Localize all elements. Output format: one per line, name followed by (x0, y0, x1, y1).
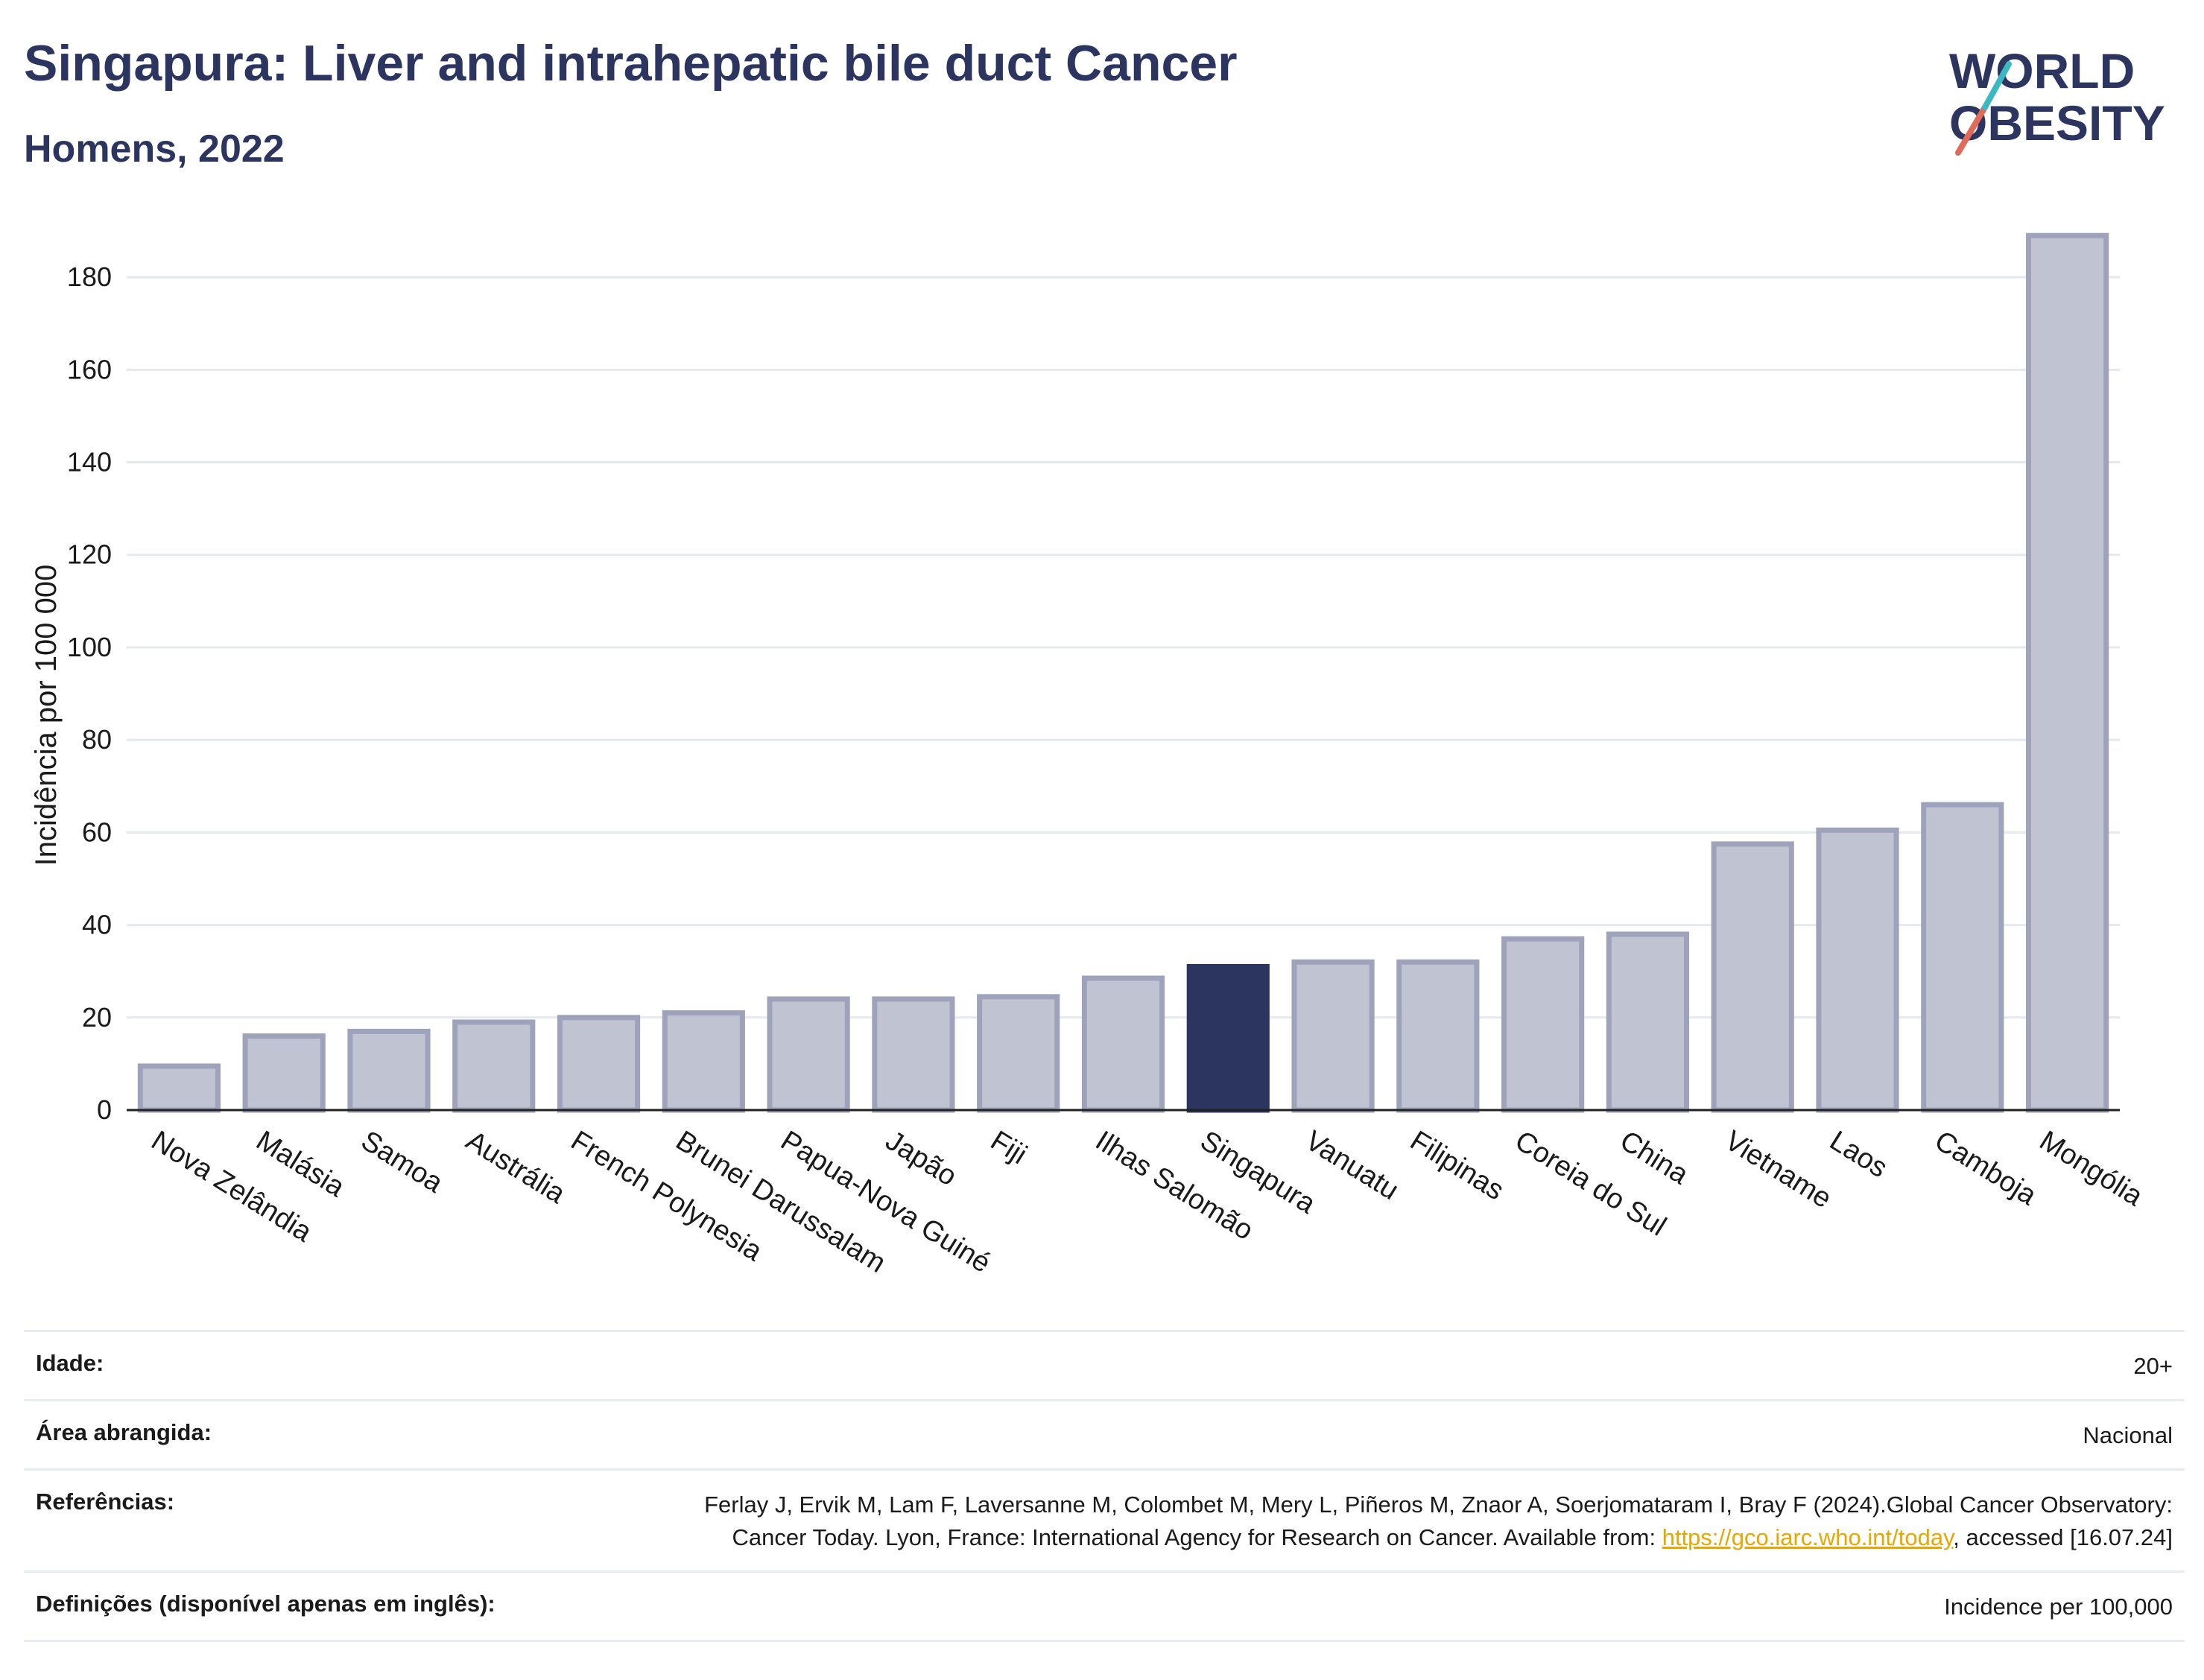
meta-row-age: Idade: 20+ (24, 1330, 2185, 1399)
x-tick-label: French Polynesia (566, 1125, 768, 1268)
y-tick-label: 60 (82, 817, 112, 847)
references-link[interactable]: https://gco.iarc.who.int/today (1662, 1524, 1954, 1550)
references-label: Referências: (36, 1489, 175, 1515)
definitions-label: Definições (disponível apenas em inglês)… (36, 1591, 495, 1617)
references-text-1: Ferlay J, Ervik M, Lam F, Laversanne M, … (704, 1492, 2173, 1550)
bar (1606, 931, 1690, 1113)
logo-line1: WORLD (1949, 43, 2135, 98)
bar (1291, 959, 1375, 1113)
metadata-table: Idade: 20+ Área abrangida: Nacional Refe… (24, 1330, 2185, 1642)
y-tick-label: 40 (82, 910, 112, 940)
y-tick-label: 140 (67, 447, 112, 478)
chart-subtitle: Homens, 2022 (24, 127, 285, 171)
x-tick-label: Laos (1824, 1125, 1893, 1184)
chart-title: Singapura: Liver and intrahepatic bile d… (24, 35, 1238, 92)
bar (2026, 232, 2109, 1113)
age-value: 20+ (2133, 1353, 2173, 1379)
references-text-2: , accessed [16.07.24] (1953, 1524, 2173, 1550)
logo-slash-coral (1955, 104, 1988, 156)
references-value: Ferlay J, Ervik M, Lam F, Laversanne M, … (683, 1489, 2173, 1554)
bar (1081, 975, 1165, 1113)
x-tick-label: Filipinas (1405, 1125, 1509, 1206)
bar (977, 994, 1060, 1113)
y-tick-label: 100 (67, 632, 112, 662)
world-obesity-logo: WORLD OBESITY (1949, 43, 2165, 156)
definitions-value: Incidence per 100,000 (1944, 1594, 2173, 1620)
bar (137, 1063, 221, 1113)
bar (1396, 959, 1480, 1113)
area-label: Área abrangida: (36, 1419, 212, 1445)
x-tick-label: Vietname (1719, 1125, 1837, 1214)
bar (1501, 936, 1585, 1113)
y-tick-label: 20 (82, 1002, 112, 1033)
x-tick-label: Japão (880, 1125, 962, 1192)
x-tick-label: Camboja (1929, 1125, 2042, 1212)
x-tick-label: China (1615, 1125, 1694, 1191)
bar (1711, 841, 1794, 1113)
meta-row-definitions: Definições (disponível apenas em inglês)… (24, 1570, 2185, 1642)
x-tick-label: Austrália (460, 1125, 571, 1210)
y-tick-label: 160 (67, 354, 112, 384)
bar-chart: 0 20 40 60 80 100 120 140 160 180 Incidência por 1… (30, 232, 2149, 1279)
bar (872, 996, 955, 1113)
bar (662, 1010, 745, 1113)
y-tick-label: 80 (82, 724, 112, 755)
meta-row-area: Área abrangida: Nacional (24, 1399, 2185, 1468)
bar (242, 1033, 326, 1113)
y-axis-label: Incidência por 100 000 (30, 565, 63, 866)
age-label: Idade: (36, 1350, 104, 1376)
bar (452, 1019, 536, 1113)
bar (1921, 802, 2004, 1113)
y-tick-label: 0 (97, 1094, 112, 1125)
area-value: Nacional (2083, 1422, 2173, 1448)
logo-slash-teal (1982, 61, 2012, 110)
x-tick-label: Mongólia (2034, 1125, 2149, 1213)
bar (1816, 827, 1899, 1113)
logo-line2: OBESITY (1949, 95, 2165, 150)
x-tick-label: Samoa (355, 1125, 449, 1199)
bar (347, 1028, 431, 1113)
y-tick-label: 180 (67, 261, 112, 292)
bar (767, 996, 850, 1113)
x-tick-label: Fiji (985, 1125, 1032, 1170)
y-tick-label: 120 (67, 539, 112, 570)
bar (1186, 963, 1270, 1113)
meta-row-references: Referências: Ferlay J, Ervik M, Lam F, L… (24, 1468, 2185, 1570)
bar (557, 1015, 641, 1113)
